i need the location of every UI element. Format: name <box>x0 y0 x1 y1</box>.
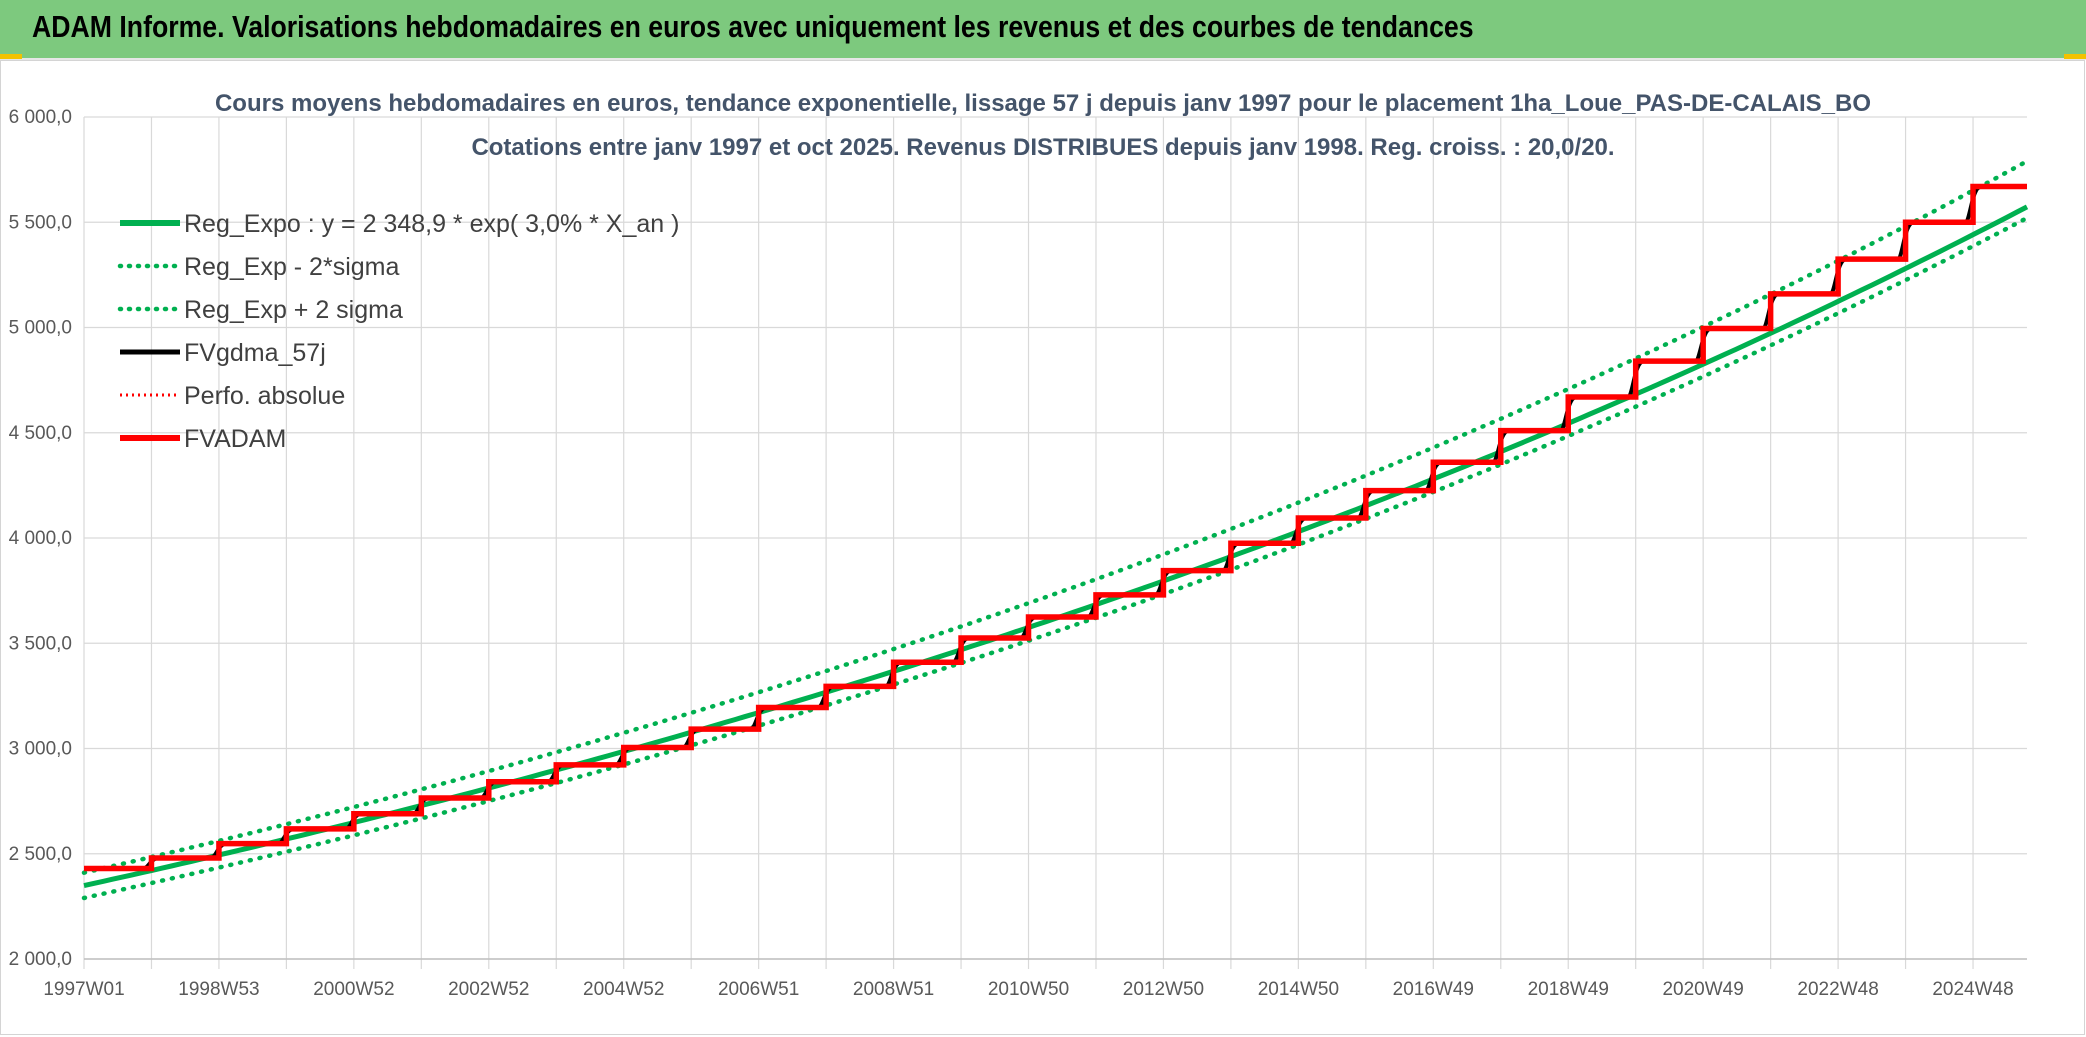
corner-marker-right <box>2064 54 2086 59</box>
series-reg-exp-minus-2-sigma <box>81 215 2030 901</box>
x-tick-label: 2022W48 <box>1797 979 1878 1000</box>
y-tick-label: 5 000,0 <box>9 318 72 339</box>
x-tick-label: 2024W48 <box>1932 979 2013 1000</box>
x-tick-label: 2008W51 <box>853 979 934 1000</box>
x-tick-label: 2020W49 <box>1662 979 1743 1000</box>
x-tick-label: 1997W01 <box>43 979 124 1000</box>
x-tick-label: 2018W49 <box>1528 979 1609 1000</box>
legend-label: FVgdma_57j <box>184 339 326 367</box>
report-banner: ADAM Informe. Valorisations hebdomadaire… <box>0 0 2086 60</box>
legend: Reg_Expo : y = 2 348,9 * exp( 3,0% * X_a… <box>117 210 679 453</box>
legend-label: FVADAM <box>184 425 286 453</box>
x-tick-label: 1998W53 <box>178 979 259 1000</box>
y-tick-label: 4 000,0 <box>9 528 72 549</box>
chart-frame <box>0 60 2085 1035</box>
x-tick-label: 2006W51 <box>718 979 799 1000</box>
grid <box>83 116 2027 969</box>
y-tick-label: 3 000,0 <box>9 739 72 760</box>
y-tick-label: 6 000,0 <box>9 107 72 128</box>
corner-marker-left <box>0 54 22 59</box>
x-tick-label: 2010W50 <box>988 979 1069 1000</box>
x-tick-label: 2016W49 <box>1393 979 1474 1000</box>
y-tick-label: 3 500,0 <box>9 633 72 654</box>
x-tick-label: 2002W52 <box>448 979 529 1000</box>
series-fvadam <box>84 183 2027 872</box>
legend-label: Perfo. absolue <box>184 382 345 410</box>
series <box>81 158 2030 901</box>
x-tick-label: 2004W52 <box>583 979 664 1000</box>
report-title: ADAM Informe. Valorisations hebdomadaire… <box>32 9 1474 44</box>
y-tick-label: 5 500,0 <box>9 212 72 233</box>
x-tick-label: 2012W50 <box>1123 979 1204 1000</box>
y-tick-label: 2 000,0 <box>9 949 72 970</box>
axes: 2 000,0 2 500,0 3 000,0 3 500,0 4 000,0 4 500… <box>9 107 2027 1000</box>
legend-label: Reg_Expo : y = 2 348,9 * exp( 3,0% * X_a… <box>184 210 679 238</box>
x-tick-label: 2000W52 <box>313 979 394 1000</box>
series-fvgdma-57j <box>84 184 2019 871</box>
chart-title-line-2: Cotations entre janv 1997 et oct 2025. R… <box>471 134 1614 161</box>
legend-label: Reg_Exp - 2*sigma <box>184 253 399 281</box>
chart-title-line-1: Cours moyens hebdomadaires en euros, ten… <box>215 90 1871 117</box>
series-perfo-absolue <box>84 184 2027 870</box>
legend-label: Reg_Exp + 2 sigma <box>184 296 403 324</box>
x-tick-label: 2014W50 <box>1258 979 1339 1000</box>
y-tick-label: 4 500,0 <box>9 423 72 444</box>
y-tick-label: 2 500,0 <box>9 844 72 865</box>
